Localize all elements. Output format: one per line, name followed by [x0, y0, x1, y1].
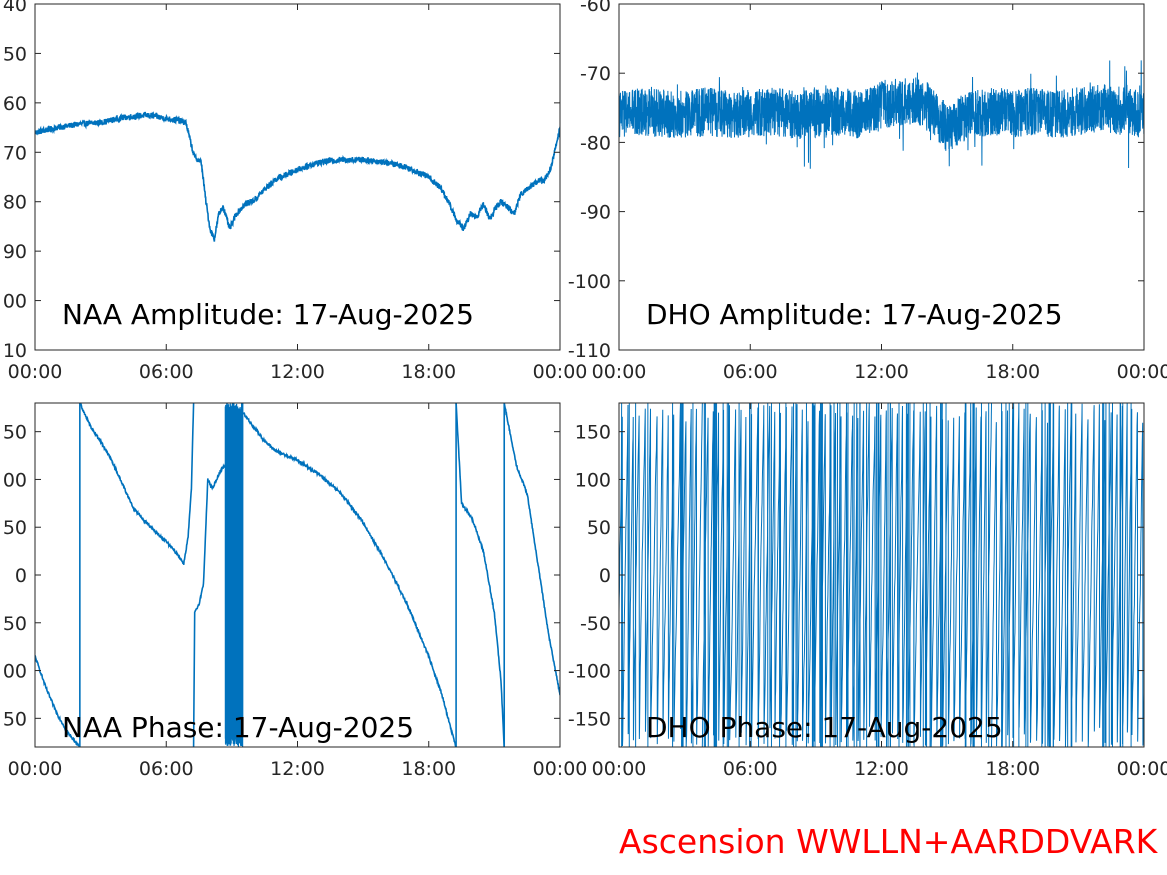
naa-phase-axes-box	[34, 402, 561, 748]
naa-phase-dense-band	[224, 403, 244, 747]
naa-amplitude-xtick-label: 18:00	[401, 361, 456, 383]
dho-amplitude-xtick-label: 12:00	[854, 361, 909, 383]
dho-phase-xtick-label: 00:00	[592, 758, 647, 780]
dho-amplitude-xtick-label: 06:00	[723, 361, 778, 383]
naa-amplitude-ytick-label: 70	[3, 142, 27, 164]
dho-amplitude-xtick-label: 00:00	[1117, 361, 1167, 383]
dho-phase-ytick-label: 100	[575, 469, 611, 491]
dho-amplitude-xtick-label: 18:00	[985, 361, 1040, 383]
dho-phase-ytick-label: -100	[568, 661, 611, 683]
naa-amplitude-ytick-label: 60	[3, 93, 27, 115]
naa-amplitude-ytick-label: 90	[3, 241, 27, 263]
dho-phase-ytick-label: 0	[599, 565, 611, 587]
naa-phase-chart: 00:00 06:00 12:00 18:00 00:00 50 00 50 0 50 00 50 NA…	[3, 402, 588, 780]
naa-phase-ytick-label: 50	[3, 517, 27, 539]
naa-amplitude-chart: 00:00 06:00 12:00 18:00 00:00 40 50 60 70 80 90 00 1…	[3, 0, 588, 383]
naa-amplitude-ytick-label: 50	[3, 43, 27, 65]
naa-amplitude-xtick-label: 12:00	[270, 361, 325, 383]
dho-phase-series-line	[619, 403, 1144, 747]
naa-phase-ytick-label: 50	[3, 422, 27, 444]
naa-phase-ytick-label: 50	[3, 708, 27, 730]
naa-amplitude-ytick-label: 00	[3, 291, 27, 313]
dho-amplitude-ytick-label: -90	[580, 202, 611, 224]
naa-phase-segment-6	[455, 403, 505, 747]
naa-phase-xtick-label: 06:00	[139, 758, 194, 780]
naa-phase-segment-8	[503, 403, 560, 696]
dho-phase-xtick-label: 18:00	[985, 758, 1040, 780]
naa-phase-ytick-label: 00	[3, 661, 27, 683]
naa-phase-ytick-label: 00	[3, 469, 27, 491]
naa-amplitude-plot-area	[35, 111, 560, 242]
dho-phase-chart: 00:00 06:00 12:00 18:00 00:00 150 100 50 0 -50 -10…	[568, 402, 1167, 780]
dho-amplitude-ytick-label: -60	[580, 0, 611, 16]
dho-phase-ytick-label: -50	[580, 613, 611, 635]
dho-phase-ytick-label: 150	[575, 422, 611, 444]
naa-phase-segment-2	[79, 403, 195, 565]
naa-amplitude-ytick-label: 40	[3, 0, 27, 16]
dho-phase-xtick-label: 06:00	[723, 758, 778, 780]
dho-amplitude-title: DHO Amplitude: 17-Aug-2025	[646, 298, 1063, 331]
dho-amplitude-series-line	[619, 60, 1144, 169]
naa-amplitude-ytick-label: 80	[3, 192, 27, 214]
dho-amplitude-ytick-label: -100	[568, 271, 611, 293]
dho-phase-ytick-label: 50	[587, 517, 611, 539]
naa-amplitude-xtick-label: 06:00	[139, 361, 194, 383]
naa-phase-segment-0	[35, 655, 81, 747]
naa-phase-plot-area	[35, 403, 560, 747]
dho-amplitude-ytick-label: -110	[568, 340, 611, 362]
naa-amplitude-xtick-label: 00:00	[8, 361, 63, 383]
naa-phase-xtick-label: 00:00	[533, 758, 588, 780]
naa-phase-ytick-label: 0	[15, 565, 27, 587]
dho-phase-xtick-label: 12:00	[854, 758, 909, 780]
dho-amplitude-chart: 00:00 06:00 12:00 18:00 00:00 -60 -70 -80 -90 -10…	[568, 0, 1167, 383]
naa-phase-xtick-label: 12:00	[270, 758, 325, 780]
naa-phase-title: NAA Phase: 17-Aug-2025	[62, 711, 414, 744]
naa-amplitude-ytick-label: 10	[3, 340, 27, 362]
naa-amplitude-series-line	[35, 111, 560, 242]
naa-phase-segment-3	[192, 463, 227, 747]
dho-phase-ytick-label: -150	[568, 708, 611, 730]
dho-phase-title: DHO Phase: 17-Aug-2025	[646, 711, 1003, 744]
dho-amplitude-xtick-label: 00:00	[592, 361, 647, 383]
naa-phase-xtick-label: 18:00	[401, 758, 456, 780]
dho-phase-plot-area	[619, 403, 1144, 747]
dho-phase-xtick-label: 00:00	[1117, 758, 1167, 780]
naa-phase-segment-4	[242, 411, 457, 747]
dho-amplitude-ytick-label: -80	[580, 132, 611, 154]
naa-amplitude-xtick-label: 00:00	[533, 361, 588, 383]
naa-phase-ytick-label: 50	[3, 613, 27, 635]
dho-amplitude-ytick-label: -70	[580, 63, 611, 85]
naa-phase-xtick-label: 00:00	[8, 758, 63, 780]
naa-amplitude-title: NAA Amplitude: 17-Aug-2025	[62, 298, 474, 331]
footer-label: Ascension WWLLN+AARDDVARK	[619, 822, 1158, 861]
dho-amplitude-plot-area	[619, 60, 1144, 169]
